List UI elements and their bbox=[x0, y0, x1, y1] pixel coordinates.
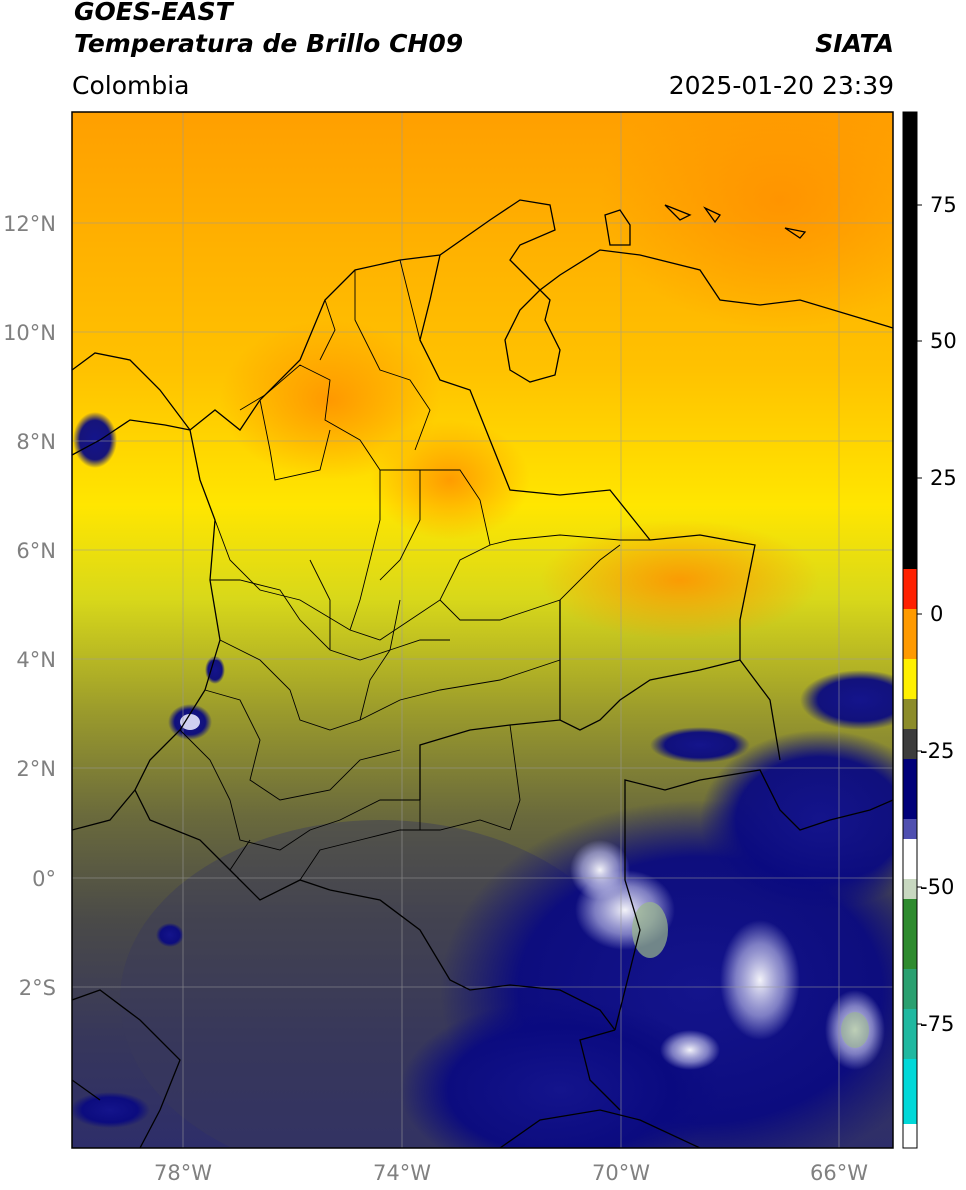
colorbar-tick: 50 bbox=[930, 329, 957, 353]
colorbar-orange bbox=[903, 609, 917, 659]
lon-tick: 78°W bbox=[154, 1161, 212, 1185]
colorbar-yellow bbox=[903, 659, 917, 699]
colorbar-navy bbox=[903, 759, 917, 819]
lat-tick: 2°S bbox=[19, 976, 56, 1000]
region-label: Colombia bbox=[72, 71, 190, 100]
colorbar-tick: 75 bbox=[930, 193, 957, 217]
satellite-title: GOES-EAST bbox=[74, 0, 233, 26]
colorbar-gray bbox=[903, 729, 917, 759]
lat-tick: 2°N bbox=[16, 757, 56, 781]
lon-tick: 66°W bbox=[810, 1161, 868, 1185]
lat-tick: 8°N bbox=[16, 430, 56, 454]
department-boundaries bbox=[179, 259, 650, 881]
brightness-temperature-field bbox=[72, 112, 893, 1148]
lat-tick: 4°N bbox=[16, 648, 56, 672]
colorbar-tick: -75 bbox=[920, 1012, 954, 1036]
lat-tick: 6°N bbox=[16, 539, 56, 563]
lat-tick: 10°N bbox=[3, 321, 56, 345]
colorbar-tick: -25 bbox=[920, 739, 954, 763]
colorbar-tick: 0 bbox=[930, 602, 943, 626]
colorbar-green bbox=[903, 899, 917, 969]
colorbar-white bbox=[903, 839, 917, 879]
colorbar-tick: -50 bbox=[920, 875, 954, 899]
colorbar-red bbox=[903, 569, 917, 609]
graticule bbox=[72, 112, 893, 1148]
brand-label: SIATA bbox=[815, 29, 894, 58]
longitude-tick-labels: 78°W 74°W 70°W 66°W bbox=[154, 1161, 868, 1185]
colorbar-tick: 25 bbox=[930, 466, 957, 490]
colorbar-cyan bbox=[903, 1059, 917, 1124]
timestamp-label: 2025-01-20 23:39 bbox=[668, 71, 894, 100]
map-frame bbox=[71, 111, 894, 1149]
coastline-borders bbox=[72, 199, 893, 1148]
lat-tick: 0° bbox=[32, 867, 56, 891]
lon-tick: 70°W bbox=[592, 1161, 650, 1185]
lon-tick: 74°W bbox=[373, 1161, 431, 1185]
colorbar-black bbox=[903, 112, 917, 569]
colorbar: 75 50 25 0 -25 -50 -75 bbox=[902, 111, 957, 1149]
latitude-tick-labels: 12°N 10°N 8°N 6°N 4°N 2°N 0° 2°S bbox=[3, 212, 56, 1000]
product-title: Temperatura de Brillo CH09 bbox=[74, 29, 464, 58]
lat-tick: 12°N bbox=[3, 212, 56, 236]
colorbar-olive bbox=[903, 699, 917, 729]
